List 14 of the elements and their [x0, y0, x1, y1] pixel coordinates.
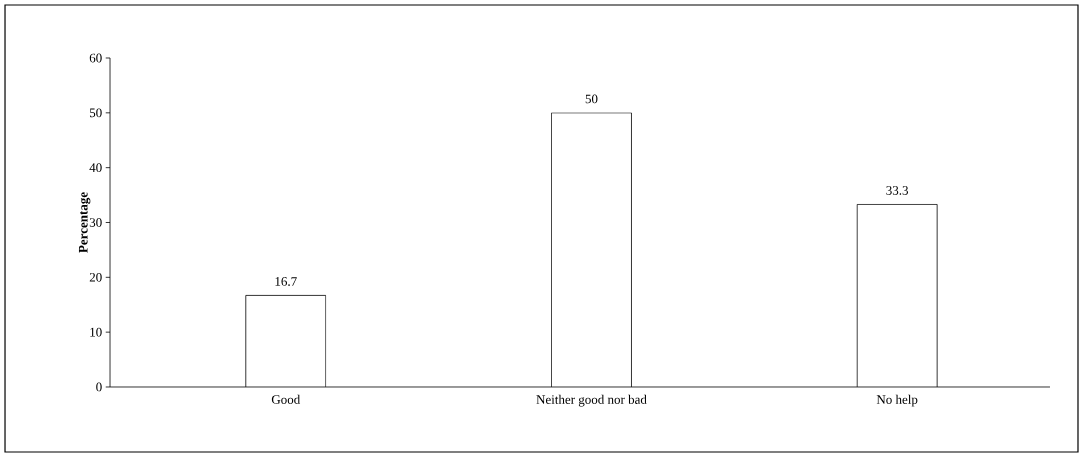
y-tick-label: 10 [90, 327, 102, 337]
data-label: 16.7 [275, 277, 297, 286]
y-tick-label: 30 [89, 218, 102, 227]
y-tick-label: 50 [89, 108, 102, 118]
y-axis-title: Percentage [78, 192, 91, 253]
x-tick-label: No help [876, 394, 918, 407]
x-tick-label: Good [271, 394, 301, 404]
y-tick-label: 40 [89, 163, 102, 173]
y-tick-label: 20 [89, 272, 102, 282]
data-label: 33.3 [886, 186, 909, 195]
x-tick-label: Neither good nor bad [536, 394, 647, 407]
y-tick-label: 0 [96, 382, 102, 392]
data-label: 50 [585, 94, 598, 104]
y-tick-label: 60 [89, 53, 102, 63]
